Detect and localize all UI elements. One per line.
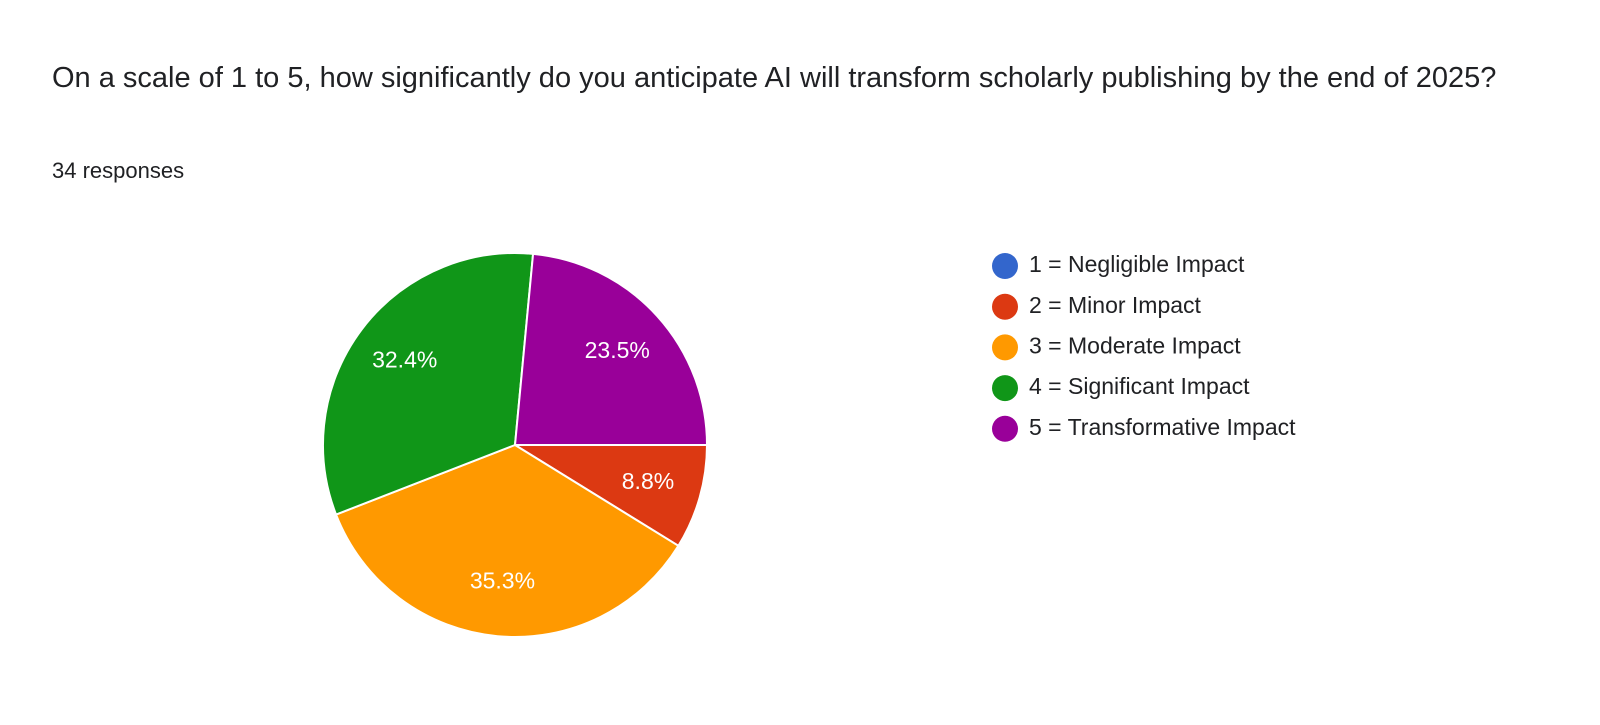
- slice-label: 23.5%: [585, 337, 650, 363]
- slice-label: 32.4%: [372, 347, 437, 373]
- pie-slice: [513, 252, 709, 446]
- slice-label: 35.3%: [470, 568, 535, 594]
- slice-label: 8.8%: [622, 468, 674, 494]
- legend-marker: [992, 293, 1018, 320]
- legend-marker: [992, 375, 1018, 402]
- chart-title: On a scale of 1 to 5, how significantly …: [52, 62, 1497, 94]
- legend-label: 1 = Negligible Impact: [1029, 251, 1245, 277]
- legend-label: 2 = Minor Impact: [1029, 292, 1202, 318]
- legend-label: 5 = Transformative Impact: [1029, 414, 1296, 440]
- pie-slice: [511, 444, 709, 548]
- legend-marker: [992, 253, 1018, 279]
- legend-label: 3 = Moderate Impact: [1029, 332, 1241, 358]
- legend-marker: [992, 415, 1018, 442]
- pie-slice: [334, 443, 680, 639]
- chart-subtitle: 34 responses: [52, 158, 185, 183]
- legend-label: 4 = Significant Impact: [1029, 373, 1250, 399]
- pie-slice: [322, 252, 535, 516]
- legend-marker: [992, 334, 1018, 361]
